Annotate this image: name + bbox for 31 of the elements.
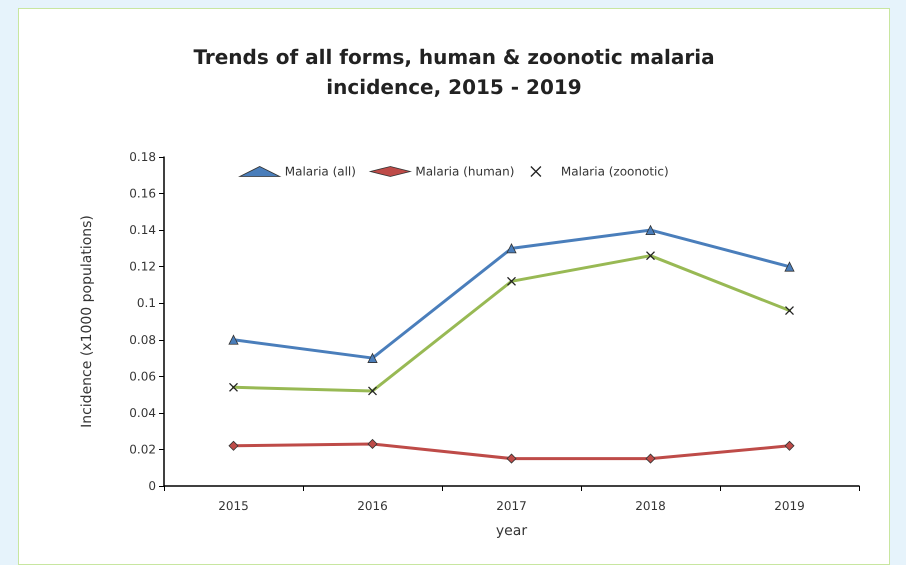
- y-tick-label: 0: [148, 479, 156, 493]
- y-axis-title: Incidence (x1000 populations): [79, 215, 95, 428]
- point: [228, 440, 238, 451]
- y-tick-label: 0.12: [129, 260, 156, 274]
- chart-title: Trends of all forms, human & zoonotic malaria incidence, 2015 - 2019: [193, 45, 715, 99]
- y-tick-label: 0.1: [136, 296, 156, 310]
- point: [506, 454, 516, 464]
- y-tick-label: 0.16: [129, 186, 156, 201]
- x-tick-label: 2017: [496, 499, 527, 513]
- legend-label: Malaria (all): [284, 164, 356, 178]
- point: [784, 440, 794, 451]
- point: [646, 225, 656, 236]
- x-axis-title: year: [496, 523, 528, 539]
- y-tick-label: 0.06: [129, 369, 156, 384]
- point: [506, 243, 516, 254]
- y-tick-label: 0.02: [129, 442, 156, 456]
- legend-label: Malaria (zoonotic): [560, 164, 669, 178]
- y-tick-label: 0.18: [129, 150, 156, 164]
- point: [368, 353, 378, 363]
- legend-label: Malaria (human): [415, 164, 514, 178]
- x-tick-label: 2019: [774, 499, 805, 513]
- x-tick-label: 2015: [218, 499, 249, 513]
- y-tick-label: 0.14: [129, 223, 156, 238]
- point: [228, 334, 238, 345]
- point: [646, 454, 656, 464]
- point: [784, 262, 794, 272]
- x-tick-label: 2016: [357, 499, 388, 513]
- x-tick-label: 2018: [635, 499, 666, 513]
- point: [368, 439, 378, 449]
- y-tick-label: 0.04: [129, 406, 156, 420]
- y-tick-label: 0.08: [129, 332, 156, 347]
